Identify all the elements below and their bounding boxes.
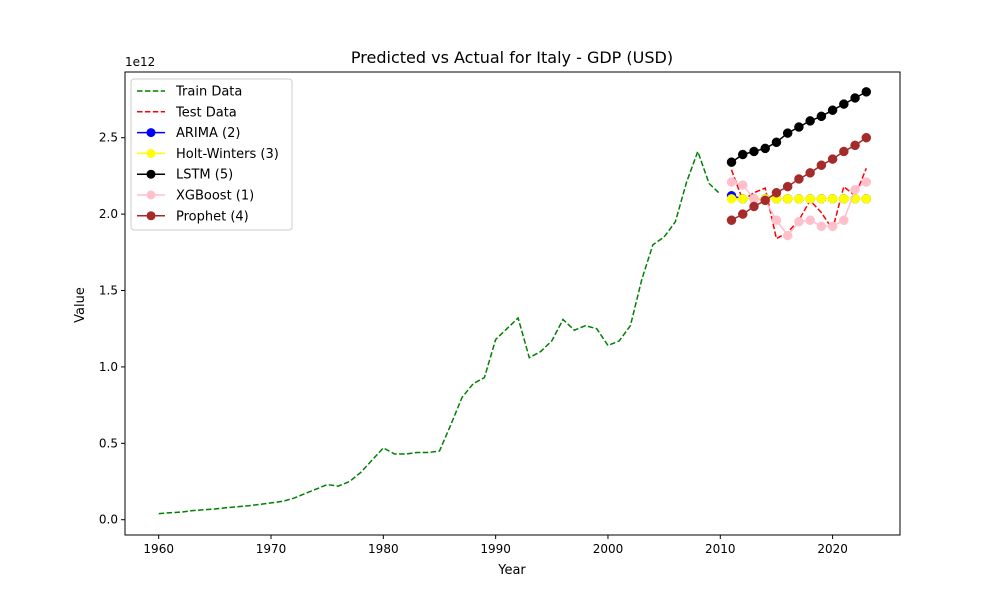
data-point-holt-winters-3 bbox=[805, 194, 815, 204]
data-point-lstm-5 bbox=[861, 87, 872, 97]
y-tick-label: 0.5 bbox=[99, 436, 118, 450]
data-point-lstm-5 bbox=[839, 99, 849, 109]
legend-label-prophet-4: Prophet (4) bbox=[176, 209, 249, 224]
axes: 1960 1970 1980 1990 2000 2010 2020 0.0 0.5 1.0 1.5… bbox=[99, 131, 848, 556]
data-point-lstm-5 bbox=[749, 146, 759, 157]
data-point-xgboost-1 bbox=[771, 215, 782, 225]
x-tick-label: 2010 bbox=[705, 542, 736, 556]
data-point-prophet-4 bbox=[839, 146, 849, 157]
legend-label-xgboost-1: XGBoost (1) bbox=[176, 189, 254, 204]
y-tick-label: 1.0 bbox=[99, 360, 118, 374]
data-point-prophet-4 bbox=[794, 174, 804, 184]
data-point-lstm-5 bbox=[726, 157, 737, 167]
legend-label-lstm-5: LSTM (5) bbox=[176, 168, 233, 183]
legend-label-arima-2: ARIMA (2) bbox=[176, 126, 240, 141]
y-tick-label: 2.5 bbox=[99, 131, 118, 145]
data-point-xgboost-1 bbox=[861, 177, 872, 187]
data-point-prophet-4 bbox=[850, 140, 860, 151]
legend-box bbox=[130, 78, 293, 231]
legend-marker-lstm-5 bbox=[146, 169, 156, 179]
plot-area bbox=[158, 87, 872, 515]
data-point-lstm-5 bbox=[805, 116, 815, 126]
data-point-holt-winters-3 bbox=[827, 194, 838, 204]
x-axis-label: Year bbox=[497, 563, 526, 578]
legend-label-train-data: Train Data bbox=[175, 85, 242, 100]
chart-title: Predicted vs Actual for Italy - GDP (USD… bbox=[351, 48, 673, 67]
data-point-xgboost-1 bbox=[738, 180, 748, 190]
data-point-xgboost-1 bbox=[782, 230, 793, 241]
y-tick-label: 1.5 bbox=[99, 284, 118, 298]
x-tick-label: 1960 bbox=[143, 542, 174, 556]
data-point-holt-winters-3 bbox=[726, 194, 737, 204]
x-tick-label: 1980 bbox=[368, 542, 399, 556]
series-line-train-data bbox=[158, 149, 721, 515]
y-tick-label: 2.0 bbox=[99, 207, 118, 221]
data-point-prophet-4 bbox=[726, 215, 737, 225]
data-point-holt-winters-3 bbox=[794, 194, 804, 204]
legend-marker-xgboost-1 bbox=[146, 190, 156, 200]
data-point-prophet-4 bbox=[771, 187, 782, 198]
y-axis-label: Value bbox=[73, 287, 88, 323]
data-point-prophet-4 bbox=[827, 154, 838, 164]
data-point-prophet-4 bbox=[782, 181, 793, 192]
data-point-xgboost-1 bbox=[850, 184, 860, 195]
x-tick-label: 2020 bbox=[817, 542, 848, 556]
legend-label-holt-winters-3: Holt-Winters (3) bbox=[176, 147, 279, 162]
x-tick-label: 1970 bbox=[256, 542, 287, 556]
legend-marker-holt-winters-3 bbox=[146, 148, 156, 158]
data-point-lstm-5 bbox=[771, 137, 782, 148]
data-point-prophet-4 bbox=[861, 132, 872, 143]
data-point-xgboost-1 bbox=[794, 216, 804, 227]
data-point-prophet-4 bbox=[760, 195, 770, 206]
y-tick-label: 0.0 bbox=[99, 513, 118, 527]
data-point-lstm-5 bbox=[738, 149, 748, 160]
y-offset-label: 1e12 bbox=[125, 55, 155, 69]
data-point-xgboost-1 bbox=[839, 215, 849, 225]
data-point-xgboost-1 bbox=[816, 221, 827, 232]
data-point-holt-winters-3 bbox=[839, 194, 849, 204]
data-point-holt-winters-3 bbox=[861, 194, 872, 204]
data-point-xgboost-1 bbox=[827, 221, 838, 232]
data-point-prophet-4 bbox=[805, 168, 815, 178]
data-point-lstm-5 bbox=[827, 105, 838, 115]
data-point-lstm-5 bbox=[760, 143, 770, 154]
x-tick-label: 2000 bbox=[593, 542, 624, 556]
data-point-prophet-4 bbox=[816, 160, 827, 170]
data-point-lstm-5 bbox=[816, 111, 827, 122]
data-point-lstm-5 bbox=[782, 128, 793, 138]
legend-marker-prophet-4 bbox=[146, 211, 156, 221]
data-point-holt-winters-3 bbox=[738, 194, 748, 204]
data-point-holt-winters-3 bbox=[782, 194, 793, 204]
data-point-holt-winters-3 bbox=[816, 194, 827, 204]
data-point-xgboost-1 bbox=[726, 177, 737, 187]
data-point-xgboost-1 bbox=[805, 215, 815, 225]
legend-label-test-data: Test Data bbox=[175, 105, 237, 120]
data-point-prophet-4 bbox=[749, 201, 759, 212]
plot-frame bbox=[124, 71, 901, 536]
legend-marker-arima-2 bbox=[146, 128, 156, 138]
data-point-lstm-5 bbox=[850, 93, 860, 103]
x-tick-label: 1990 bbox=[480, 542, 511, 556]
data-point-prophet-4 bbox=[738, 209, 748, 219]
data-point-lstm-5 bbox=[794, 122, 804, 132]
legend: Train Data Test Data ARIMA (2) Holt-Winters… bbox=[130, 78, 293, 231]
